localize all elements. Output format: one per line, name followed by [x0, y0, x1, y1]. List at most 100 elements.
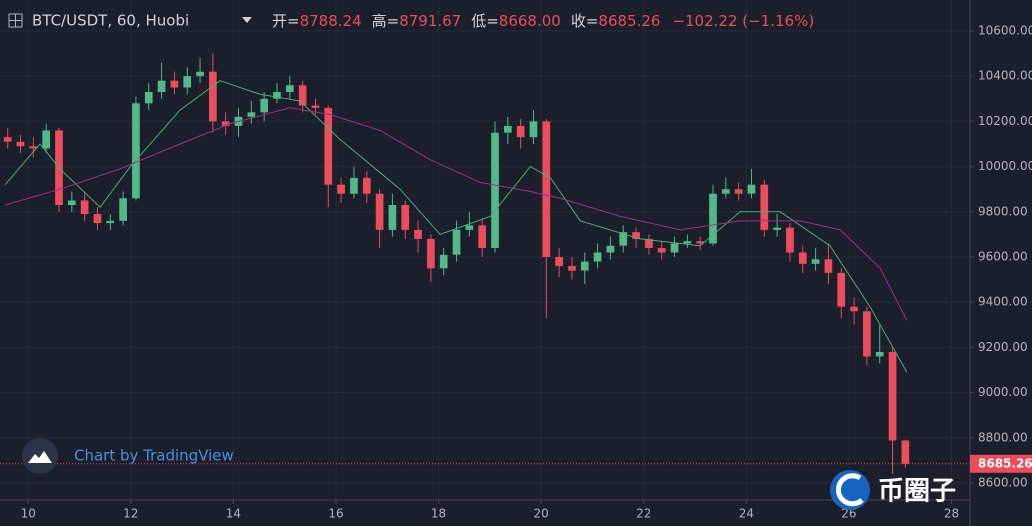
candle-body	[478, 225, 487, 248]
candle-body	[119, 198, 127, 221]
candle-body	[747, 184, 756, 194]
y-tick-label: 9000.00	[978, 385, 1028, 399]
candle-body	[734, 189, 743, 194]
candle-body	[606, 245, 615, 253]
candle-body	[619, 232, 628, 246]
candle-body	[16, 141, 25, 147]
y-tick-label: 10200.00	[978, 114, 1032, 128]
legend-value: 8788.24	[300, 12, 362, 30]
candle-body	[875, 351, 884, 357]
candle-body	[632, 232, 640, 239]
x-tick-label: 18	[431, 507, 446, 521]
candle-body	[837, 272, 846, 307]
brand: 币圈子	[878, 477, 956, 507]
candle-body	[491, 132, 499, 248]
candle-body	[593, 252, 602, 262]
candle-body	[67, 200, 76, 206]
candle-body	[221, 121, 230, 126]
candle-body	[29, 146, 38, 149]
candle-body	[760, 184, 769, 230]
dropdown-arrow[interactable]	[242, 17, 252, 23]
x-tick-label: 14	[226, 507, 241, 521]
y-tick-label: 10000.00	[978, 159, 1032, 173]
x-tick-label: 20	[534, 507, 549, 521]
attribution[interactable]: Chart by TradingView	[74, 447, 234, 465]
candle-body	[863, 311, 871, 357]
candle-body	[362, 177, 371, 194]
candle-body	[439, 254, 448, 269]
candle-body	[452, 229, 461, 255]
candle-body	[683, 241, 692, 244]
candle-body	[773, 227, 781, 230]
candle-body	[324, 107, 333, 185]
candle-body	[388, 205, 397, 230]
candle-body	[901, 440, 910, 464]
candle-body	[798, 252, 807, 264]
x-tick-label: 16	[328, 507, 343, 521]
legend-label: 开=	[272, 12, 300, 30]
symbol: BTC/USDT, 60, Huobi	[32, 12, 189, 30]
moving-average	[4, 107, 908, 321]
candle-body	[465, 225, 474, 230]
candle-body	[285, 85, 294, 92]
candle-body	[273, 91, 281, 99]
candle-body	[414, 229, 422, 239]
candle-body	[580, 261, 589, 271]
candle-body	[657, 247, 666, 253]
candle-body	[555, 257, 563, 267]
y-tick-label: 9400.00	[978, 295, 1028, 309]
symbol-icon	[8, 13, 23, 28]
brand-logo	[830, 470, 870, 510]
candle-body	[42, 130, 51, 149]
legend-label: 高=	[372, 12, 400, 30]
candle-body	[850, 306, 858, 312]
candle-body	[888, 351, 897, 441]
moving-average	[4, 80, 908, 373]
plot	[0, 53, 970, 475]
y-tick-label: 8600.00	[978, 476, 1028, 490]
candle-body	[260, 98, 269, 113]
y-tick-label: 8800.00	[978, 430, 1028, 444]
candle-body	[542, 121, 551, 258]
candle-body	[516, 125, 525, 138]
candle-body	[645, 238, 653, 248]
candle-body	[786, 227, 794, 253]
candle-body	[80, 200, 89, 215]
legend-value: 8685.26	[598, 12, 660, 30]
x-tick-label: 12	[123, 507, 138, 521]
candle-body	[709, 193, 717, 244]
candle-body	[170, 80, 179, 88]
candle-body	[721, 189, 730, 194]
candle-body	[209, 71, 217, 122]
x-tick-label: 24	[739, 507, 754, 521]
candle-body	[824, 259, 833, 273]
candle-body	[696, 241, 705, 244]
candle-body	[311, 105, 320, 108]
candle-body	[93, 214, 102, 224]
candle-body	[670, 243, 679, 253]
legend-change: −102.22 (−1.16%)	[672, 12, 814, 30]
x-tick-label: 28	[944, 507, 959, 521]
tradingview-logo	[22, 438, 58, 474]
candle-body	[298, 85, 307, 106]
x-tick-label: 26	[841, 507, 856, 521]
candle-body	[568, 266, 576, 271]
last-price-box	[970, 454, 1032, 473]
axes: 8600.00 8800.00 9000.00 9200.00 9400.00 9600.…	[21, 23, 1032, 521]
candle-body	[132, 103, 140, 199]
candle-body	[503, 125, 512, 133]
candle-body	[3, 137, 12, 142]
ohlc-legend: 开=8788.24 高=8791.67 低=8668.00 收=8685.26 −102…	[272, 12, 814, 30]
candle-body	[196, 71, 204, 77]
legend-label: 收=	[571, 12, 599, 30]
candle-body	[350, 177, 358, 194]
x-tick-label: 10	[21, 507, 36, 521]
legend-value: 8668.00	[499, 12, 561, 30]
y-tick-label: 9600.00	[978, 250, 1028, 264]
candle-body	[375, 193, 384, 230]
candle-body	[144, 91, 153, 104]
candle-body	[529, 121, 538, 138]
y-tick-label: 9200.00	[978, 340, 1028, 354]
grid	[0, 0, 970, 500]
